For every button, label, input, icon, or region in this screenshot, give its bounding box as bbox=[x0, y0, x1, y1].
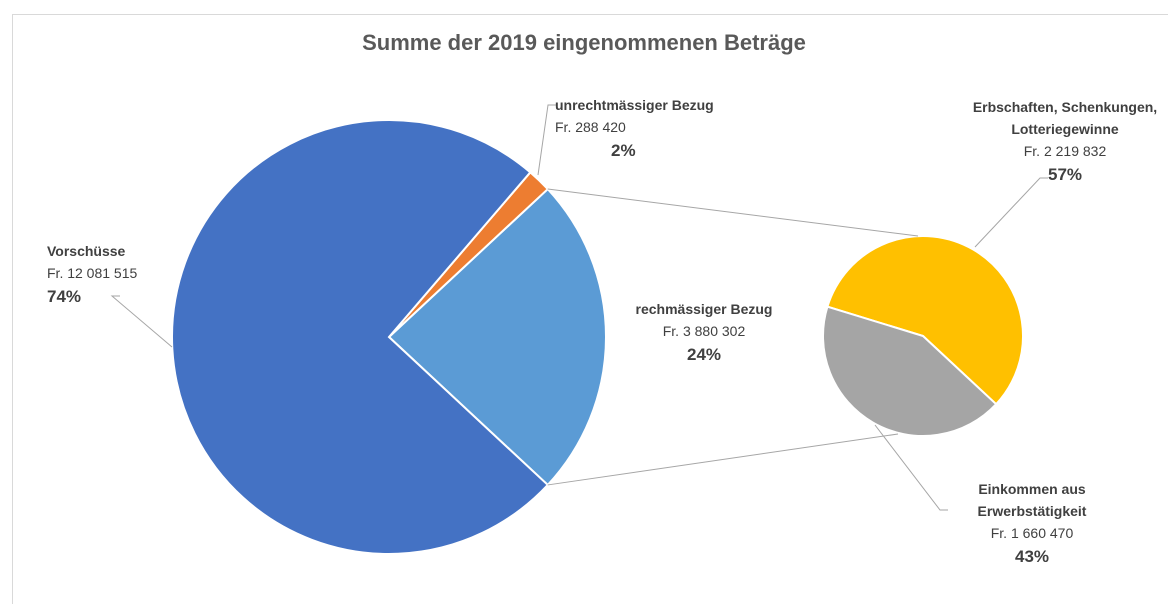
secondary-pie-slice bbox=[822, 305, 998, 437]
leader-line bbox=[537, 104, 556, 176]
chart-border bbox=[12, 14, 1168, 604]
percentage-label: 24% bbox=[686, 345, 722, 364]
value-label: Fr. 2 219 832 bbox=[1023, 143, 1107, 159]
percentage-label: 57% bbox=[1047, 165, 1083, 184]
leader-line bbox=[974, 177, 1048, 248]
percentage-label: 2% bbox=[611, 141, 636, 160]
data-label: Vorschüsse Fr. 12 081 515 74% bbox=[47, 240, 167, 310]
data-label: Erbschaften, Schenkungen, Lotteriegewinn… bbox=[970, 96, 1160, 188]
value-label: Fr. 1 660 470 bbox=[990, 525, 1074, 541]
percentage-label: 74% bbox=[47, 287, 82, 306]
value-label: Fr. 288 420 bbox=[555, 119, 626, 135]
percentage-label: 43% bbox=[1014, 547, 1050, 566]
data-label: unrechtmässiger Bezug Fr. 288 420 2% bbox=[555, 94, 755, 164]
leader-line bbox=[110, 295, 173, 348]
value-label: Fr. 3 880 302 bbox=[662, 323, 746, 339]
leader-line bbox=[874, 424, 948, 511]
category-label: Einkommen aus Erwerbstätigkeit bbox=[977, 481, 1087, 519]
pie-slice bbox=[387, 187, 607, 487]
category-label: Erbschaften, Schenkungen, Lotteriegewinn… bbox=[972, 99, 1158, 137]
data-label: rechmässiger Bezug Fr. 3 880 302 24% bbox=[604, 298, 804, 368]
connector-line bbox=[547, 188, 919, 237]
pie-slice bbox=[171, 119, 550, 555]
secondary-pie-slice bbox=[826, 235, 1024, 406]
connector-line bbox=[547, 433, 899, 486]
category-label: unrechtmässiger Bezug bbox=[555, 97, 714, 113]
chart-title: Summe der 2019 eingenommenen Beträge bbox=[362, 30, 806, 55]
category-label: Vorschüsse bbox=[47, 243, 126, 259]
value-label: Fr. 12 081 515 bbox=[47, 265, 138, 281]
category-label: rechmässiger Bezug bbox=[635, 301, 773, 317]
data-label: Einkommen aus Erwerbstätigkeit Fr. 1 660 … bbox=[932, 478, 1132, 570]
